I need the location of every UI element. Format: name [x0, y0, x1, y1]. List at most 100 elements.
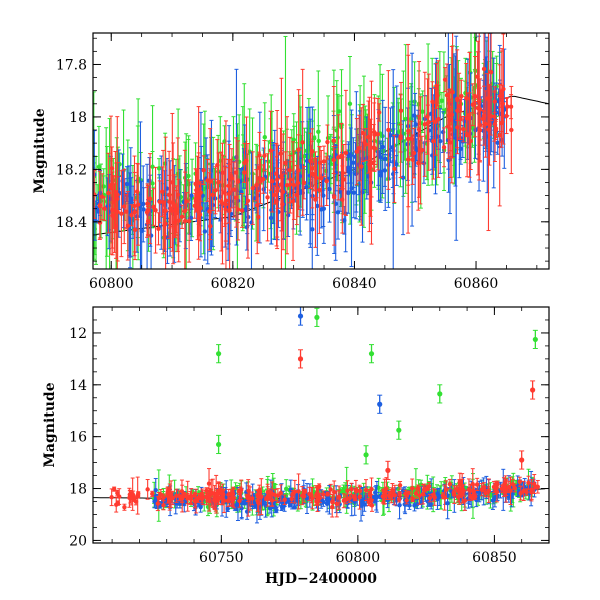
data-point [309, 149, 315, 154]
data-point [459, 93, 464, 99]
data-point [135, 189, 140, 194]
data-point [359, 498, 365, 503]
data-point [464, 95, 469, 101]
data-point [189, 193, 194, 198]
outlier-point [532, 336, 538, 343]
data-point [256, 176, 262, 181]
data-point [375, 132, 381, 137]
data-point [461, 126, 466, 132]
data-point [327, 186, 332, 192]
data-point [431, 138, 436, 144]
data-point [108, 185, 114, 190]
data-point [369, 160, 374, 166]
data-point [356, 145, 362, 151]
data-point [243, 207, 248, 212]
data-point [321, 499, 326, 505]
data-point [147, 178, 152, 183]
data-point [261, 176, 266, 182]
data-point [280, 189, 286, 195]
data-point [372, 146, 378, 151]
data-point [310, 227, 315, 232]
data-point [268, 148, 273, 153]
data-point [262, 153, 267, 158]
data-point [193, 198, 199, 204]
data-point [300, 140, 305, 145]
data-point [245, 198, 251, 204]
data-point [406, 157, 411, 162]
data-point [239, 208, 245, 213]
data-point [388, 133, 393, 138]
data-point [173, 211, 179, 216]
data-point [311, 172, 317, 177]
data-point [175, 192, 180, 197]
data-point [278, 151, 283, 156]
data-point [302, 154, 307, 159]
data-point [141, 207, 146, 212]
data-point [242, 170, 247, 175]
data-point [411, 150, 417, 156]
data-point [317, 187, 322, 193]
data-point [222, 190, 227, 195]
data-point [157, 199, 163, 205]
data-point [129, 213, 134, 218]
data-point [380, 144, 385, 150]
data-point [383, 156, 388, 162]
data-point [453, 118, 458, 124]
data-point [408, 136, 414, 141]
data-point [348, 170, 353, 175]
data-point [124, 181, 130, 187]
data-point [123, 209, 129, 214]
data-point [233, 195, 239, 200]
data-point [325, 139, 330, 145]
data-point [119, 211, 124, 216]
y-tick-label: 18.4 [56, 215, 87, 231]
data-point [439, 98, 445, 103]
data-point [256, 214, 261, 220]
data-point [335, 210, 341, 215]
data-point [207, 179, 213, 184]
data-point [483, 121, 488, 127]
data-point [500, 101, 505, 106]
x-tick-label: 60840 [332, 276, 377, 292]
data-point [194, 188, 199, 193]
data-point [228, 173, 234, 178]
data-point [430, 99, 435, 104]
data-point [487, 122, 492, 128]
data-point [231, 187, 237, 192]
data-point [113, 189, 118, 195]
data-point [257, 152, 262, 158]
data-point [497, 133, 502, 138]
data-point [132, 227, 138, 233]
data-point [366, 134, 371, 140]
top-axis-ticks: 60800 60820 60840 60860 17.8 18 18.2 18.4 [56, 33, 549, 292]
data-point [121, 196, 126, 201]
data-point [316, 129, 321, 135]
data-point [145, 207, 151, 213]
top-plot-area [93, 33, 549, 269]
data-point [425, 120, 431, 126]
data-point [97, 203, 103, 208]
y-tick-label: 17.8 [56, 57, 87, 73]
outlier-point [216, 441, 222, 448]
data-point [295, 180, 301, 186]
data-point [210, 192, 215, 198]
data-point [241, 500, 247, 505]
data-point [167, 199, 172, 204]
data-point [147, 196, 153, 201]
data-point [472, 101, 477, 107]
data-point [226, 183, 231, 189]
outlier-point [437, 391, 443, 397]
data-point [450, 89, 455, 95]
data-point [363, 142, 369, 147]
data-point [109, 166, 115, 171]
data-point [182, 208, 188, 214]
outlier-point [396, 427, 402, 433]
data-point [163, 208, 168, 213]
data-point [193, 181, 198, 187]
data-point [445, 501, 450, 506]
data-point [392, 166, 397, 172]
data-point [477, 127, 483, 133]
data-point [314, 175, 319, 181]
data-point [472, 94, 478, 99]
